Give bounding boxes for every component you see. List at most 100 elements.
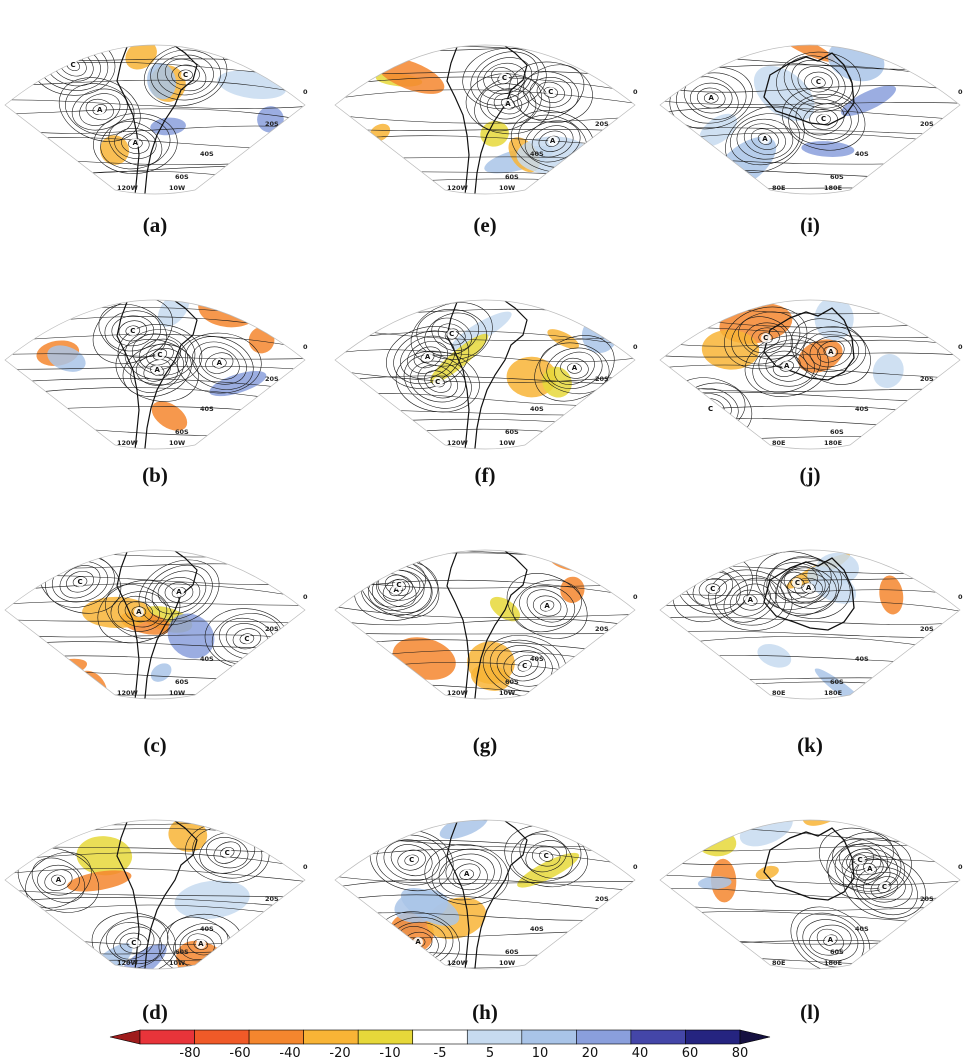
map-field	[660, 550, 960, 699]
colorbar-tick-label: -60	[229, 1046, 251, 1061]
streamline	[529, 76, 573, 108]
warm-anomaly	[778, 45, 835, 62]
longitude-label: 80E	[772, 689, 786, 697]
streamline	[58, 77, 141, 142]
warm-anomaly	[511, 550, 576, 553]
panel-caption: (g)	[472, 733, 498, 757]
streamline	[5, 137, 305, 150]
warm-anomaly	[429, 333, 489, 384]
latitude-label: 60S	[830, 428, 844, 436]
panel-caption: (f)	[474, 463, 496, 487]
streamline	[744, 322, 787, 354]
latitude-label: 60S	[505, 428, 519, 436]
streamline	[766, 557, 851, 619]
latitude-label: 20S	[265, 120, 279, 128]
streamline	[519, 833, 573, 879]
warm-anomaly	[248, 326, 275, 354]
streamline	[5, 655, 305, 663]
streamline	[795, 326, 867, 377]
streamline	[5, 79, 305, 97]
latitude-label: 0	[633, 593, 638, 601]
panel-caption: (l)	[800, 1000, 820, 1024]
latitude-label: 40S	[530, 655, 544, 663]
latitude-label: 60S	[175, 948, 189, 956]
latitude-label: 20S	[920, 625, 934, 633]
cyclone-marker: C	[707, 583, 718, 594]
streamline	[5, 424, 305, 436]
longitude-label: 10W	[169, 959, 186, 967]
coastline-south-america	[116, 550, 198, 699]
streamline	[660, 183, 960, 194]
cyclone-marker: C	[75, 576, 86, 587]
streamline	[335, 178, 635, 187]
streamline	[335, 552, 635, 573]
map-frame	[4, 44, 306, 195]
colorbar-box	[357, 1029, 414, 1045]
streamline	[470, 51, 539, 106]
streamline	[438, 853, 495, 896]
anticyclone-marker: A	[94, 104, 105, 115]
map-frame	[659, 819, 961, 970]
longitude-label: 180E	[824, 439, 843, 447]
warm-anomaly	[387, 300, 413, 315]
cool-anomaly	[167, 613, 215, 659]
streamline	[407, 340, 449, 374]
cyclone-marker: C	[446, 329, 457, 340]
map-panel	[650, 30, 964, 195]
streamline	[660, 601, 960, 614]
cool-anomaly	[174, 880, 250, 920]
streamline	[780, 567, 837, 609]
longitude-label: 10W	[169, 689, 186, 697]
longitude-label: 10W	[499, 959, 516, 967]
streamline	[660, 382, 960, 392]
panel-caption: (a)	[142, 213, 168, 237]
streamline	[689, 82, 733, 114]
cool-anomaly	[47, 345, 86, 372]
warm-anomaly	[546, 550, 614, 572]
colorbar-box	[630, 1029, 686, 1045]
streamline	[5, 45, 305, 52]
streamline	[108, 121, 163, 166]
streamline	[723, 577, 777, 623]
warm-anomaly	[560, 576, 585, 603]
cool-anomaly	[878, 425, 912, 444]
coastline-south-america	[446, 550, 528, 699]
colorbar-box	[412, 1029, 468, 1045]
cyclone-marker: C	[241, 633, 252, 644]
coastline-south-america	[116, 45, 198, 194]
streamline	[390, 844, 433, 877]
streamline	[395, 350, 480, 413]
coastline-australia	[763, 52, 855, 126]
map-panel	[0, 20, 315, 195]
longitude-label: 120W	[117, 439, 138, 447]
coastline-central-america	[415, 510, 467, 532]
streamline	[650, 30, 964, 39]
map-frame	[334, 299, 636, 450]
streamline	[5, 378, 305, 392]
streamline	[834, 843, 906, 895]
cool-anomaly	[698, 113, 738, 147]
streamline	[809, 336, 852, 368]
cool-anomaly	[872, 354, 904, 389]
streamline	[335, 849, 635, 868]
anticyclone-marker: A	[781, 361, 792, 372]
streamline	[335, 878, 635, 892]
longitude-label: 80E	[772, 184, 786, 192]
streamline	[206, 837, 249, 869]
map-frame	[334, 549, 636, 700]
cyclone-marker: C	[432, 376, 443, 387]
streamline	[0, 20, 315, 34]
streamline	[788, 94, 859, 145]
warm-anomaly	[547, 329, 580, 349]
streamline	[5, 438, 305, 449]
colorbar-tick-label: 40	[631, 1046, 649, 1061]
warm-anomaly	[151, 401, 188, 431]
coastline-central-america	[85, 780, 137, 802]
map-frame	[334, 44, 636, 195]
coastline-south-america	[116, 300, 198, 449]
streamline	[660, 168, 960, 180]
cool-anomaly	[394, 889, 448, 923]
colorbar-low-arrow	[109, 1029, 141, 1045]
streamline	[335, 410, 635, 416]
streamline	[531, 125, 574, 158]
